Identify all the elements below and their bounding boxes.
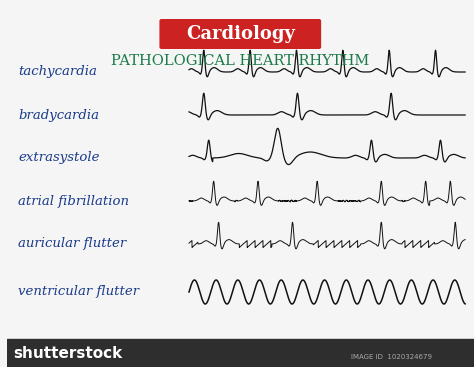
Text: auricular flutter: auricular flutter (18, 237, 127, 251)
Text: atrial fibrillation: atrial fibrillation (18, 195, 129, 207)
Text: shutterstock: shutterstock (13, 346, 122, 361)
Text: IMAGE ID  1020324679: IMAGE ID 1020324679 (351, 354, 432, 360)
Text: tachycardia: tachycardia (18, 65, 97, 79)
Text: bradycardia: bradycardia (18, 109, 100, 121)
FancyBboxPatch shape (159, 19, 321, 49)
Text: extrasystole: extrasystole (18, 152, 100, 164)
Text: Cardiology: Cardiology (186, 25, 295, 43)
Text: PATHOLOGICAL HEART RHYTHM: PATHOLOGICAL HEART RHYTHM (111, 54, 369, 68)
Text: ventricular flutter: ventricular flutter (18, 286, 139, 298)
Bar (7, 339, 474, 367)
